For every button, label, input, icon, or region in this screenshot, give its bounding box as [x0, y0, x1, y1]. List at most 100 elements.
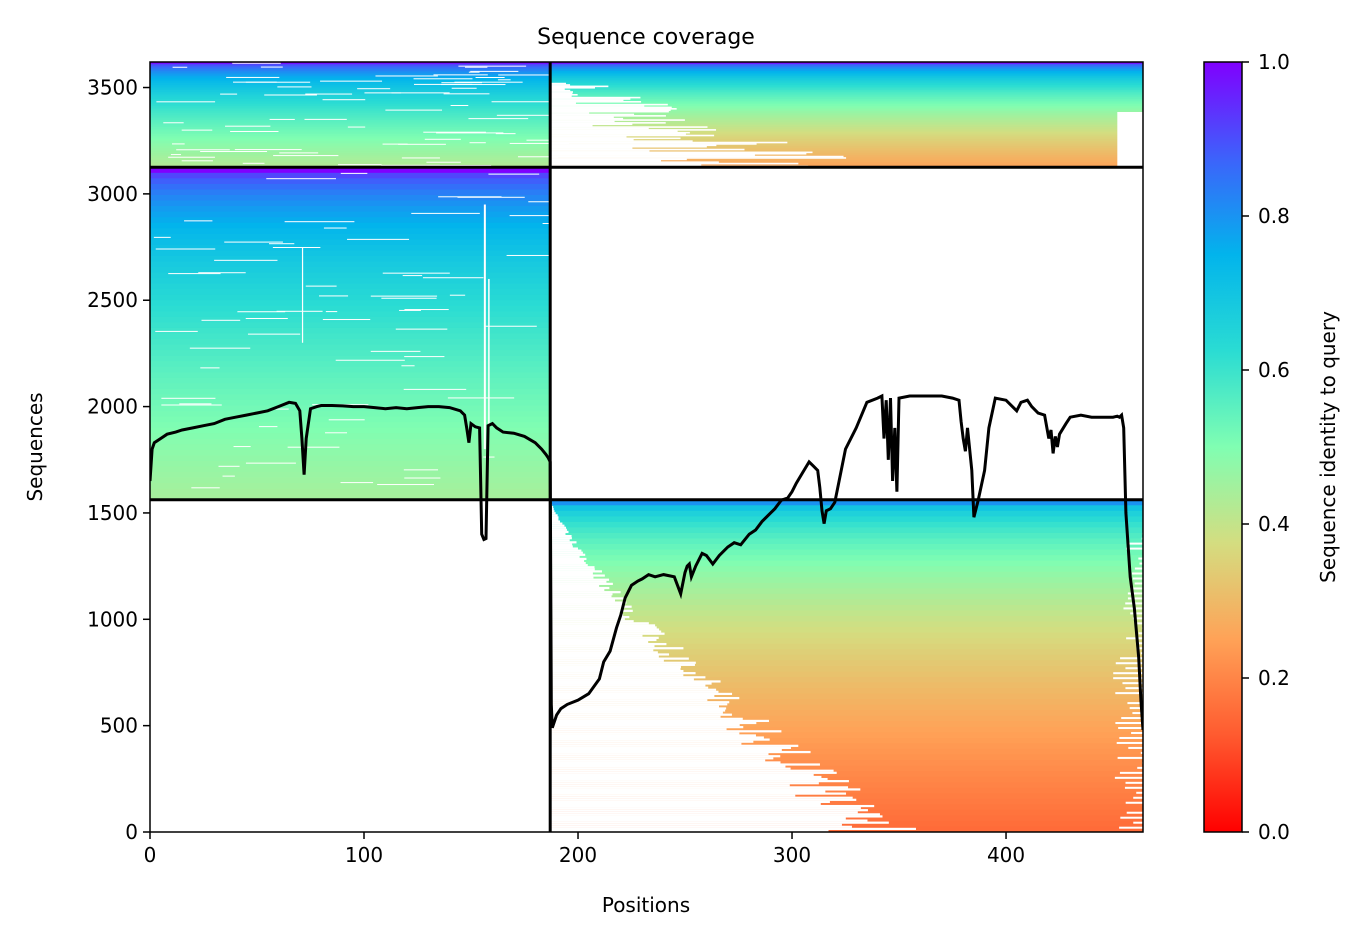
heatmap-band [550, 654, 1143, 661]
coverage-gap [550, 701, 730, 704]
coverage-gap [550, 775, 822, 779]
heatmap-band [550, 144, 1143, 147]
heatmap-band [150, 91, 551, 95]
coverage-gap [305, 285, 337, 287]
heatmap-band [550, 86, 1143, 89]
heatmap-blocks [150, 62, 1143, 832]
heatmap-band [150, 494, 551, 501]
heatmap-band [150, 372, 551, 379]
coverage-gap [404, 309, 449, 311]
heatmap-band [150, 488, 551, 495]
heatmap-band [550, 93, 1143, 96]
coverage-gap [550, 761, 781, 764]
coverage-gap [550, 96, 641, 99]
heatmap-band [550, 160, 1143, 163]
heatmap-band [550, 112, 1143, 116]
coverage-gap [1133, 821, 1143, 824]
coverage-gap [550, 580, 607, 583]
y-tick-label: 2500 [87, 288, 138, 312]
coverage-gap [441, 82, 483, 84]
coverage-gap [550, 817, 846, 820]
coverage-gap [550, 665, 681, 669]
heatmap-band [550, 77, 1143, 81]
y-tick-label: 3500 [87, 76, 138, 100]
coverage-gap [550, 115, 666, 117]
heatmap-band [550, 649, 1143, 656]
heatmap-band [150, 289, 551, 296]
heatmap-band [150, 133, 551, 137]
heatmap-band [550, 142, 1143, 146]
heatmap-band [550, 643, 1143, 650]
heatmap-band [550, 111, 1143, 114]
heatmap-band [150, 139, 551, 142]
coverage-gap [550, 161, 719, 163]
coverage-gap [550, 624, 656, 627]
heatmap-band [150, 69, 551, 72]
coverage-gap [403, 469, 439, 471]
heatmap-band [550, 67, 1143, 70]
coverage-gap [237, 311, 286, 313]
coverage-gap [1137, 622, 1143, 625]
heatmap-band [150, 88, 551, 91]
coverage-gap [284, 221, 355, 223]
heatmap-band [150, 483, 551, 490]
coverage-gap [550, 626, 657, 629]
heatmap-band [150, 144, 551, 147]
heatmap-band [150, 132, 551, 135]
heatmap-band [550, 555, 1143, 562]
coverage-gap [550, 138, 634, 141]
heatmap-band [550, 610, 1143, 617]
coverage-gap [161, 397, 216, 399]
coverage-gap [550, 809, 868, 812]
heatmap-band [550, 627, 1143, 634]
heatmap-band [150, 81, 551, 84]
coverage-gap [179, 403, 212, 405]
heatmap-band [550, 137, 1143, 140]
coverage-gap [1119, 826, 1143, 829]
coverage-gap [402, 275, 423, 277]
coverage-gap [550, 541, 577, 544]
heatmap-band [150, 239, 551, 246]
coverage-gap [1126, 637, 1143, 640]
heatmap-band [150, 172, 551, 179]
heatmap-band [550, 737, 1143, 745]
coverage-gap [1126, 547, 1143, 550]
coverage-gap [1136, 791, 1143, 794]
coverage-gap [550, 591, 621, 594]
chart-title: Sequence coverage [537, 25, 755, 50]
coverage-gap [245, 317, 288, 319]
heatmap-band [150, 283, 551, 290]
heatmap-band [550, 133, 1143, 137]
coverage-gap [550, 796, 853, 799]
heatmap-band [150, 123, 551, 126]
coverage-gap [447, 397, 515, 399]
coverage-gap [172, 143, 185, 145]
coverage-gap [550, 676, 706, 679]
coverage-gap [269, 243, 295, 245]
coverage-gap [475, 76, 505, 78]
coverage-gap [550, 769, 834, 772]
heatmap-band [150, 206, 551, 213]
heatmap-band [150, 130, 551, 133]
heatmap-band [150, 233, 551, 240]
coverage-gap [1121, 717, 1143, 720]
coverage-gap [550, 655, 659, 658]
coverage-gap [550, 130, 678, 133]
coverage-gap [550, 632, 665, 635]
heatmap-band [550, 776, 1143, 783]
coverage-gap [338, 164, 382, 166]
coverage-gap [550, 539, 570, 542]
heatmap-band [550, 516, 1143, 523]
coverage-gap [550, 92, 573, 95]
coverage-gap [550, 150, 650, 152]
coverage-gap [550, 678, 694, 681]
heatmap-band [150, 278, 551, 285]
coverage-gap [550, 651, 658, 654]
coverage-gap [1134, 567, 1143, 570]
coverage-gap [550, 601, 627, 604]
coverage-gap [304, 118, 347, 120]
coverage-gap [550, 613, 624, 617]
coverage-gap [1132, 577, 1143, 580]
coverage-gap [550, 572, 593, 575]
